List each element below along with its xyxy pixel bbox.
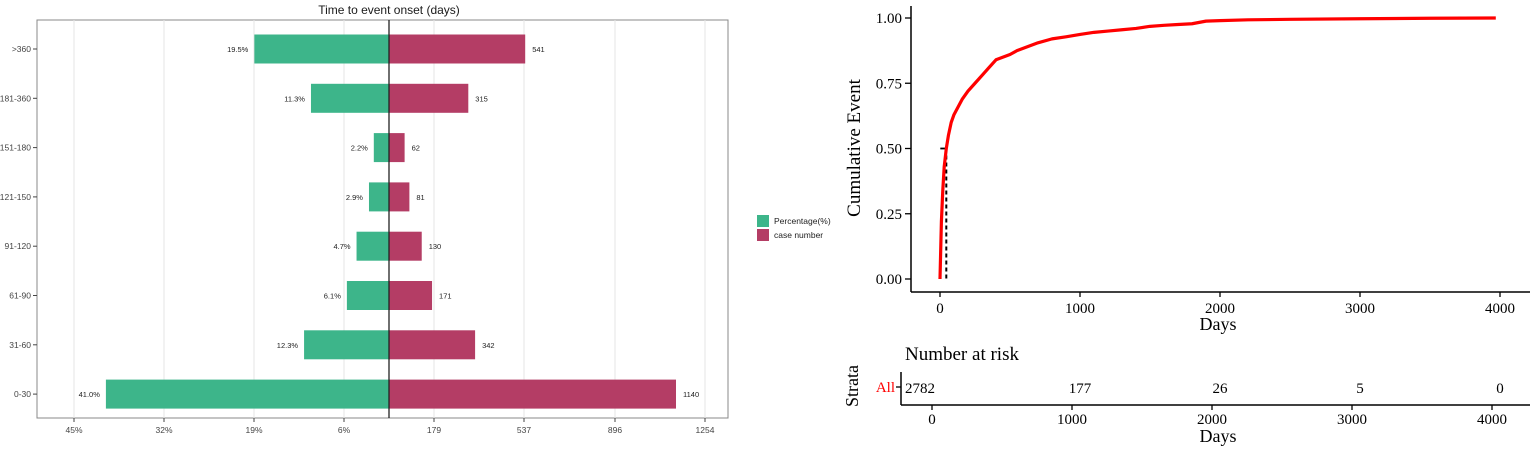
right-y-ticks: 0.00 0.25 0.50 0.75 1.00 bbox=[876, 11, 911, 288]
case-number-bar bbox=[389, 133, 405, 163]
percentage-label: 11.3% bbox=[284, 94, 305, 103]
case-number-label: 62 bbox=[412, 144, 420, 153]
percentage-label: 2.2% bbox=[351, 144, 368, 153]
percentage-label: 19.5% bbox=[227, 45, 249, 54]
x-tick-label: 896 bbox=[608, 425, 622, 435]
risk-values: 2782 177 26 5 0 bbox=[905, 381, 1504, 397]
case-number-bar bbox=[389, 231, 422, 261]
risk-x-tick-label: 2000 bbox=[1197, 412, 1227, 428]
percentage-bar bbox=[310, 83, 389, 113]
case-number-label: 1140 bbox=[683, 390, 699, 399]
category-label: >360 bbox=[12, 44, 31, 54]
risk-x-tick-label: 0 bbox=[928, 412, 936, 428]
legend-swatch bbox=[757, 229, 769, 241]
risk-x-tick-label: 4000 bbox=[1477, 412, 1507, 428]
case-number-label: 315 bbox=[475, 94, 488, 103]
y-tick-label: 1.00 bbox=[876, 11, 902, 27]
case-number-label: 81 bbox=[416, 193, 424, 202]
category-label: 0-30 bbox=[14, 389, 31, 399]
case-number-bar bbox=[389, 379, 676, 409]
y-tick-label: 0.25 bbox=[876, 207, 902, 223]
case-number-bar bbox=[389, 34, 526, 64]
left-y-axis: >360 181-360 151-180 121-150 91-120 61-90 31-6… bbox=[0, 44, 37, 399]
legend-label: Percentage(%) bbox=[774, 216, 831, 226]
percentage-bar bbox=[304, 330, 389, 360]
left-x-axis: 45% 32% 19% 6% 179 537 896 1254 bbox=[65, 418, 715, 435]
diverging-bar-chart: Time to event onset (days) 19.5% 541 11.3%… bbox=[0, 3, 831, 435]
percentage-label: 41.0% bbox=[79, 390, 101, 399]
right-x-axis-label: Days bbox=[1200, 314, 1237, 334]
case-number-label: 130 bbox=[429, 242, 442, 251]
right-y-axis-label: Cumulative Event bbox=[844, 78, 865, 216]
risk-x-tick-label: 1000 bbox=[1057, 412, 1087, 428]
risk-value: 0 bbox=[1496, 381, 1504, 397]
percentage-bar bbox=[254, 34, 389, 64]
legend: Percentage(%) case number bbox=[757, 215, 831, 241]
legend-swatch bbox=[757, 215, 769, 227]
percentage-bar bbox=[368, 182, 389, 212]
category-label: 61-90 bbox=[9, 291, 31, 301]
case-number-bar bbox=[389, 281, 433, 310]
percentage-bar bbox=[105, 379, 390, 409]
left-bars: 19.5% 541 11.3% 315 2.2% 62 2.9% 81 4.7% 130 6.1% 1… bbox=[79, 34, 699, 409]
x-tick-label: 179 bbox=[427, 425, 441, 435]
category-label: 151-180 bbox=[0, 143, 31, 153]
x-tick-label: 4000 bbox=[1485, 301, 1515, 317]
risk-table-strata-label: Strata bbox=[842, 365, 862, 407]
y-tick-label: 0.00 bbox=[876, 272, 902, 288]
x-tick-label: 32% bbox=[155, 425, 172, 435]
cumulative-event-curve bbox=[938, 16, 1496, 280]
legend-label: case number bbox=[774, 230, 823, 240]
case-number-label: 541 bbox=[532, 45, 545, 54]
risk-x-axis-label: Days bbox=[1200, 426, 1237, 446]
risk-table-title: Number at risk bbox=[905, 344, 1019, 365]
category-label: 31-60 bbox=[9, 340, 31, 350]
case-number-bar bbox=[389, 330, 476, 360]
y-tick-label: 0.75 bbox=[876, 76, 902, 92]
percentage-label: 12.3% bbox=[277, 341, 299, 350]
percentage-bar bbox=[373, 133, 389, 163]
risk-value: 177 bbox=[1069, 381, 1092, 397]
x-tick-label: 2000 bbox=[1205, 301, 1235, 317]
y-tick-label: 0.50 bbox=[876, 142, 902, 158]
risk-table-strata-all: All bbox=[876, 380, 895, 396]
x-tick-label: 19% bbox=[245, 425, 262, 435]
cumulative-event-chart: 0.00 0.25 0.50 0.75 1.00 0 1000 2000 3000 4000 C… bbox=[842, 6, 1530, 446]
risk-x-ticks: 0 1000 2000 3000 4000 bbox=[928, 405, 1507, 428]
x-tick-label: 1000 bbox=[1065, 301, 1095, 317]
percentage-label: 4.7% bbox=[333, 242, 350, 251]
risk-value: 2782 bbox=[905, 381, 935, 397]
x-tick-label: 537 bbox=[517, 425, 531, 435]
category-label: 91-120 bbox=[5, 241, 32, 251]
percentage-bar bbox=[346, 281, 389, 310]
x-tick-label: 0 bbox=[936, 301, 944, 317]
case-number-bar bbox=[389, 182, 410, 212]
percentage-label: 6.1% bbox=[324, 292, 341, 301]
percentage-label: 2.9% bbox=[346, 193, 363, 202]
risk-value: 5 bbox=[1356, 381, 1364, 397]
category-label: 181-360 bbox=[0, 93, 31, 103]
x-tick-label: 45% bbox=[65, 425, 82, 435]
x-tick-label: 1254 bbox=[696, 425, 715, 435]
case-number-label: 171 bbox=[439, 292, 452, 301]
percentage-bar bbox=[356, 231, 389, 261]
x-tick-label: 6% bbox=[338, 425, 351, 435]
right-x-ticks: 0 1000 2000 3000 4000 bbox=[936, 292, 1515, 317]
risk-x-tick-label: 3000 bbox=[1337, 412, 1367, 428]
case-number-bar bbox=[389, 83, 469, 113]
left-chart-title: Time to event onset (days) bbox=[318, 3, 460, 17]
x-tick-label: 3000 bbox=[1345, 301, 1375, 317]
category-label: 121-150 bbox=[0, 192, 31, 202]
case-number-label: 342 bbox=[482, 341, 495, 350]
risk-value: 26 bbox=[1213, 381, 1229, 397]
